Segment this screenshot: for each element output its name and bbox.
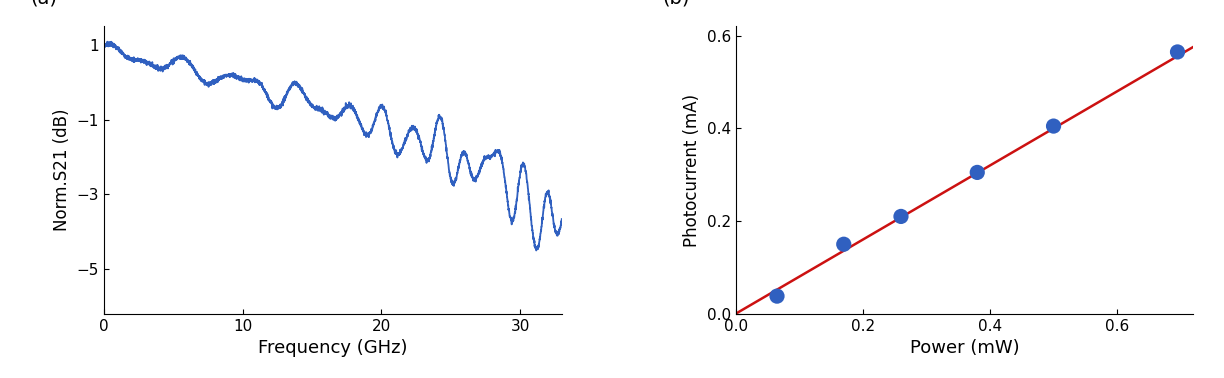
- Y-axis label: Norm.S21 (dB): Norm.S21 (dB): [53, 109, 71, 231]
- Point: [967, 169, 987, 175]
- X-axis label: Frequency (GHz): Frequency (GHz): [258, 339, 408, 357]
- X-axis label: Power (mW): Power (mW): [909, 339, 1020, 357]
- Text: (b): (b): [662, 0, 690, 8]
- Point: [891, 214, 911, 220]
- Point: [1168, 49, 1187, 55]
- Point: [1044, 123, 1064, 129]
- Y-axis label: Photocurrent (mA): Photocurrent (mA): [683, 93, 701, 247]
- Text: (a): (a): [31, 0, 58, 8]
- Point: [767, 293, 787, 299]
- Point: [834, 241, 853, 247]
